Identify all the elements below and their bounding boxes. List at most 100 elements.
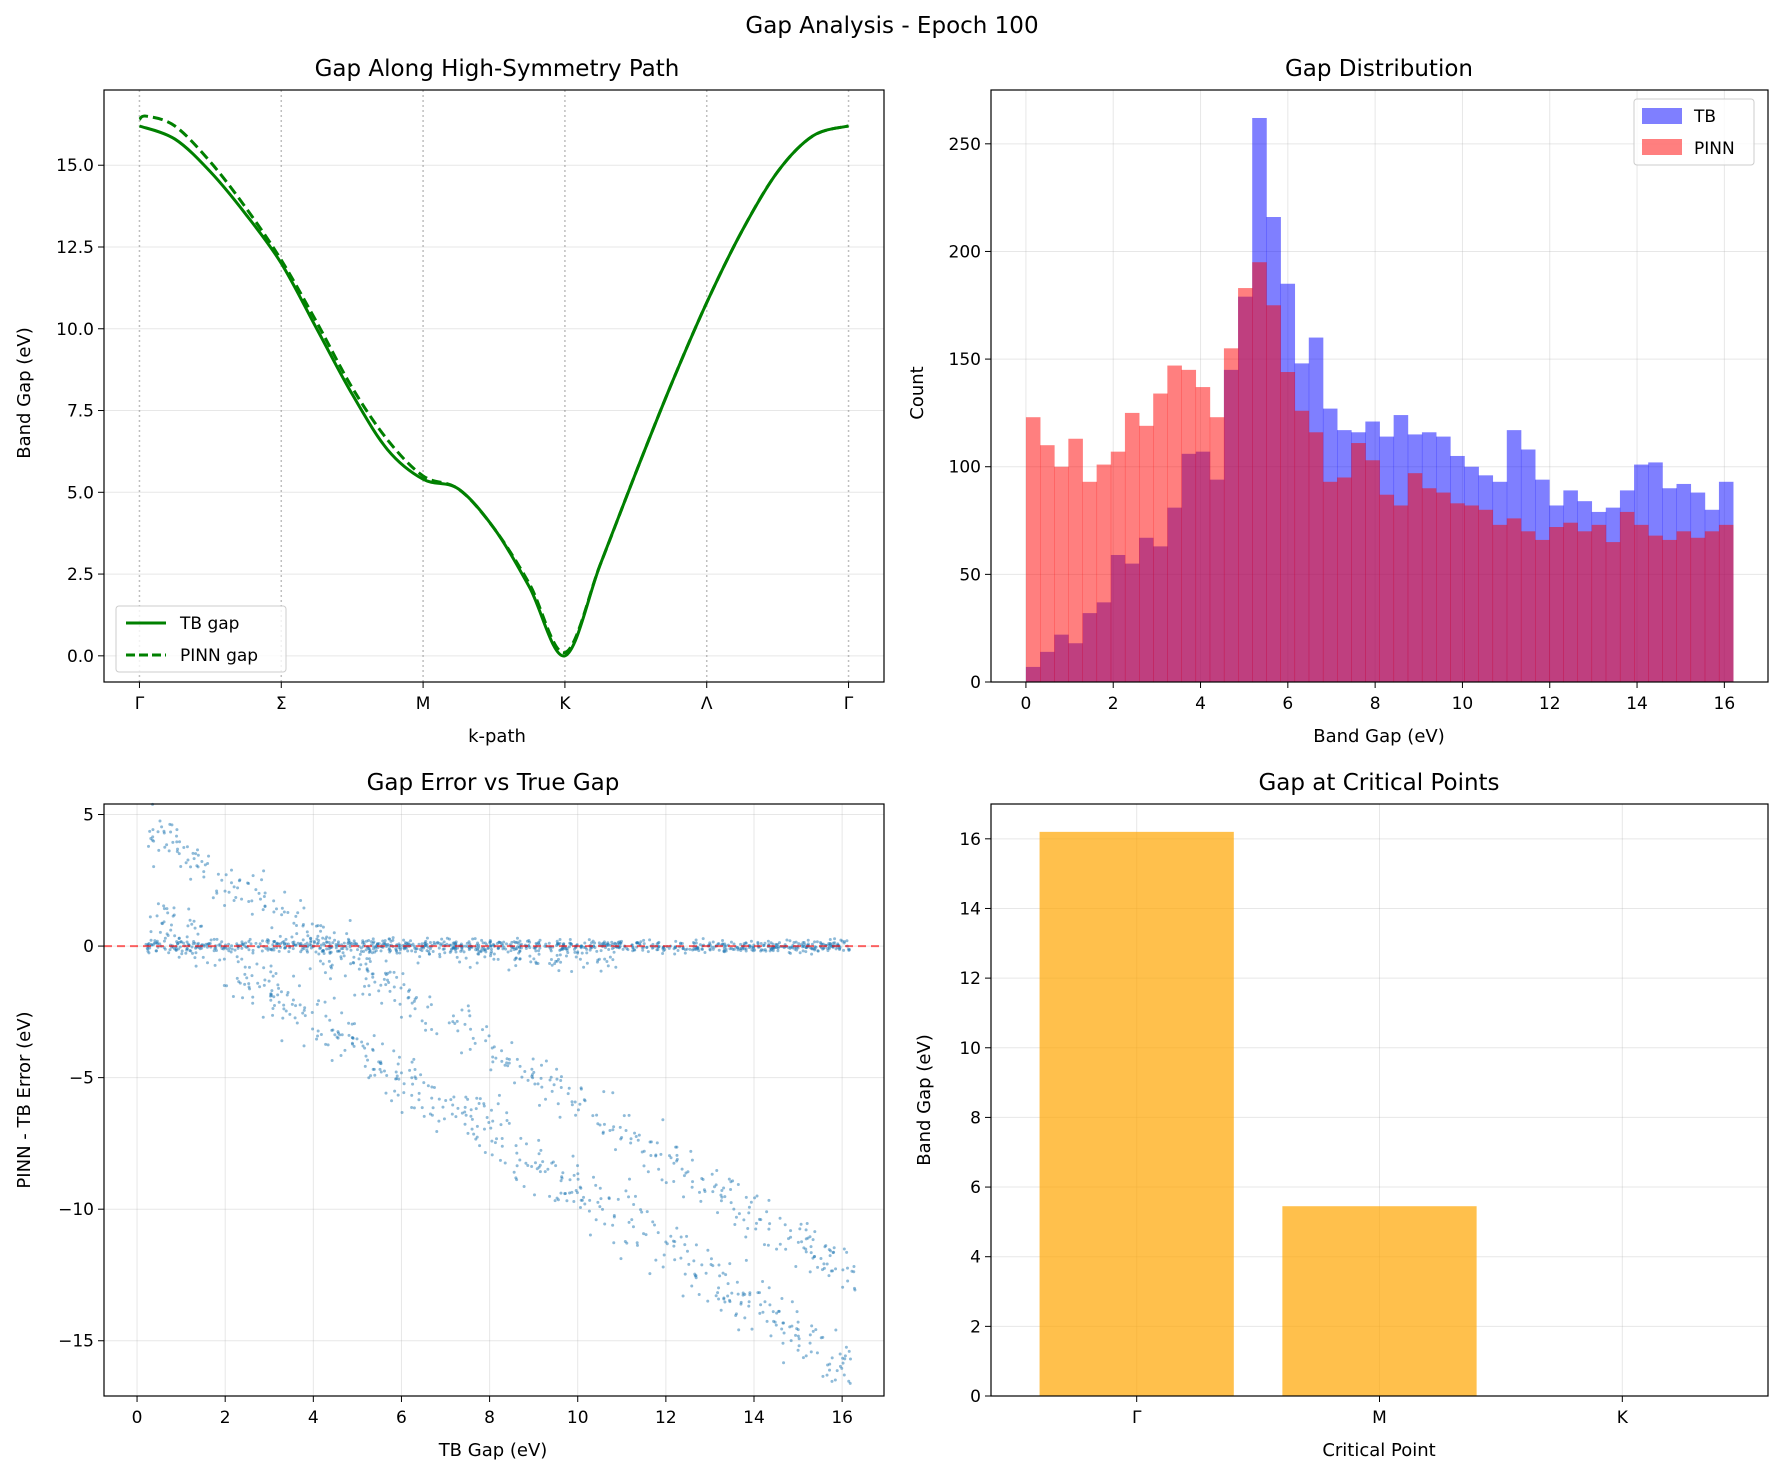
scatter-point	[796, 1320, 800, 1324]
scatter-point	[526, 1163, 530, 1167]
scatter-point	[653, 1223, 657, 1227]
scatter-point	[459, 949, 463, 953]
scatter-point	[804, 1228, 808, 1232]
scatter-point	[391, 936, 395, 940]
scatter-point	[534, 941, 538, 945]
scatter-point	[361, 1044, 365, 1048]
scatter-point	[582, 1195, 586, 1199]
scatter-point	[649, 1153, 653, 1157]
scatter-point	[465, 941, 469, 945]
scatter-point	[804, 1247, 808, 1251]
scatter-point	[754, 1221, 758, 1225]
scatter-point	[555, 1077, 559, 1081]
scatter-point	[425, 936, 429, 940]
scatter-point	[296, 911, 300, 915]
scatter-point	[429, 1003, 433, 1007]
scatter-point	[661, 951, 665, 955]
scatter-point	[262, 983, 266, 987]
scatter-point	[276, 983, 280, 987]
scatter-point	[380, 1042, 384, 1046]
scatter-point	[532, 957, 536, 961]
scatter-point	[559, 1085, 563, 1089]
scatter-point	[405, 941, 409, 945]
scatter-point	[571, 1154, 575, 1158]
scatter-point	[820, 1268, 824, 1272]
scatter-point	[529, 960, 533, 964]
scatter-point	[234, 895, 238, 899]
scatter-point	[813, 1230, 817, 1234]
scatter-point	[828, 938, 832, 942]
scatter-point	[815, 1351, 819, 1355]
x-axis-label: k-path	[468, 726, 526, 747]
scatter-point	[406, 949, 410, 953]
scatter-point	[301, 938, 305, 942]
scatter-point	[694, 938, 698, 942]
scatter-point	[223, 889, 227, 893]
scatter-point	[510, 940, 514, 944]
scatter-point	[328, 936, 332, 940]
scatter-point	[743, 1292, 747, 1296]
scatter-point	[811, 1256, 815, 1260]
scatter-point	[832, 1246, 836, 1250]
scatter-point	[299, 898, 303, 902]
scatter-point	[347, 1021, 351, 1025]
scatter-point	[271, 1006, 275, 1010]
scatter-point	[685, 1234, 689, 1238]
scatter-point	[251, 995, 255, 999]
scatter-point	[181, 941, 185, 945]
scatter-point	[756, 942, 760, 946]
scatter-point	[272, 1003, 276, 1007]
scatter-point	[247, 940, 251, 944]
scatter-point	[322, 951, 326, 955]
scatter-point	[256, 981, 260, 985]
pinn-hist-bar	[1690, 537, 1706, 682]
scatter-point	[359, 950, 363, 954]
scatter-point	[691, 948, 695, 952]
scatter-point	[323, 1000, 327, 1004]
scatter-point	[708, 948, 712, 952]
scatter-point	[368, 993, 372, 997]
scatter-point	[172, 913, 176, 917]
pinn-hist-bar	[1054, 466, 1069, 682]
scatter-point	[828, 1254, 832, 1258]
scatter-point	[374, 945, 378, 949]
scatter-point	[358, 952, 362, 956]
scatter-point	[420, 1106, 424, 1110]
scatter-point	[278, 934, 282, 938]
scatter-point	[292, 921, 296, 925]
scatter-point	[738, 947, 742, 951]
scatter-point	[489, 1068, 493, 1072]
scatter-point	[767, 1198, 771, 1202]
scatter-point	[852, 1264, 856, 1268]
scatter-point	[440, 937, 444, 941]
scatter-point	[263, 904, 267, 908]
scatter-point	[522, 1184, 526, 1188]
scatter-point	[549, 958, 553, 962]
scatter-point	[518, 1064, 522, 1068]
scatter-point	[408, 1014, 412, 1018]
scatter-point	[369, 1074, 373, 1078]
scatter-point	[739, 1300, 743, 1304]
scatter-point	[407, 989, 411, 993]
scatter-point	[302, 906, 306, 910]
scatter-point	[185, 947, 189, 951]
scatter-point	[227, 890, 231, 894]
scatter-point	[455, 955, 459, 959]
scatter-point	[455, 1019, 459, 1023]
scatter-points	[144, 802, 857, 1385]
scatter-point	[240, 942, 244, 946]
scatter-point	[629, 1137, 633, 1141]
scatter-point	[568, 1178, 572, 1182]
scatter-point	[437, 1097, 441, 1101]
scatter-point	[385, 1073, 389, 1077]
scatter-point	[175, 849, 179, 853]
x-tick-label: 2	[220, 1408, 231, 1428]
scatter-point	[753, 948, 757, 952]
scatter-point	[406, 996, 410, 1000]
scatter-point	[710, 945, 714, 949]
scatter-point	[618, 1125, 622, 1129]
scatter-point	[756, 1291, 760, 1295]
scatter-point	[258, 942, 262, 946]
scatter-point	[456, 1106, 460, 1110]
scatter-point	[714, 1294, 718, 1298]
